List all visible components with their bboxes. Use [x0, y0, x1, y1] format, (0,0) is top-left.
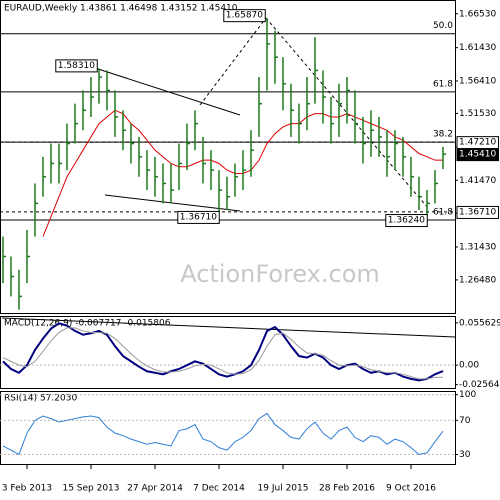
- fib-label: 61.8: [433, 79, 453, 89]
- y-tick-label: 1.41470: [459, 176, 496, 186]
- x-tick-label: 28 Feb 2016: [319, 484, 375, 494]
- fib-label: 38.2: [433, 130, 453, 140]
- label-box: [55, 59, 98, 73]
- y-tick-label: 1.31430: [459, 243, 496, 253]
- chart-title: EURAUD,Weekly 1.43861 1.46498 1.43152 1.…: [4, 4, 238, 14]
- x-tick-label: 9 Oct 2016: [386, 484, 436, 494]
- y-tick-label: 1.61430: [459, 43, 496, 53]
- watermark: ActionForex.com: [180, 260, 380, 288]
- macd-frame: [0, 316, 456, 389]
- callout-label: 1.65870: [226, 11, 263, 21]
- y-tick-label: 70: [459, 416, 471, 426]
- y-tick-label: -0.025645: [459, 380, 500, 390]
- x-tick-label: 7 Dec 2014: [193, 484, 245, 494]
- trendline: [1, 317, 456, 338]
- trendline: [199, 17, 267, 106]
- axis-marker: 1.47210: [459, 138, 496, 148]
- trendline: [104, 194, 241, 212]
- y-tick-label: 0.055629: [459, 318, 500, 328]
- fib-label: 61.8: [433, 207, 453, 217]
- y-tick-label: 30: [459, 450, 471, 460]
- y-tick-label: 1.66530: [459, 9, 496, 19]
- rsi-line: [2, 412, 444, 456]
- callout-label: 1.58310: [58, 61, 95, 71]
- axis-marker: 1.36710: [459, 207, 496, 217]
- price-frame: [0, 0, 456, 314]
- label-box: [223, 9, 266, 23]
- fib-label: 50.0: [433, 21, 453, 31]
- macd-line: [2, 322, 444, 382]
- label-box: [456, 148, 499, 162]
- x-tick-label: 27 Apr 2014: [127, 484, 183, 494]
- callout-label: 1.36240: [388, 216, 425, 226]
- rsi-frame: [0, 391, 456, 465]
- y-tick-label: 1.51530: [459, 109, 496, 119]
- macd-line: [2, 327, 444, 380]
- callout-label: 1.36710: [180, 212, 217, 222]
- x-tick-label: 15 Sep 2013: [62, 484, 119, 494]
- y-tick-label: 0.00: [459, 361, 479, 371]
- y-tick-label: 1.26480: [459, 275, 496, 285]
- x-tick-label: 3 Feb 2013: [2, 484, 52, 494]
- rsi-title: RSI(14) 57.2030: [4, 394, 77, 404]
- label-box: [385, 214, 428, 228]
- x-tick-label: 19 Jul 2015: [258, 484, 309, 494]
- y-tick-label: 100: [459, 390, 476, 400]
- y-tick-label: 1.56410: [459, 77, 496, 87]
- label-box: [456, 205, 499, 219]
- macd-title: MACD(12,26,9) -0.007717 -0.015806: [4, 319, 171, 329]
- label-box: [177, 210, 220, 224]
- axis-marker: 1.45410: [459, 150, 496, 160]
